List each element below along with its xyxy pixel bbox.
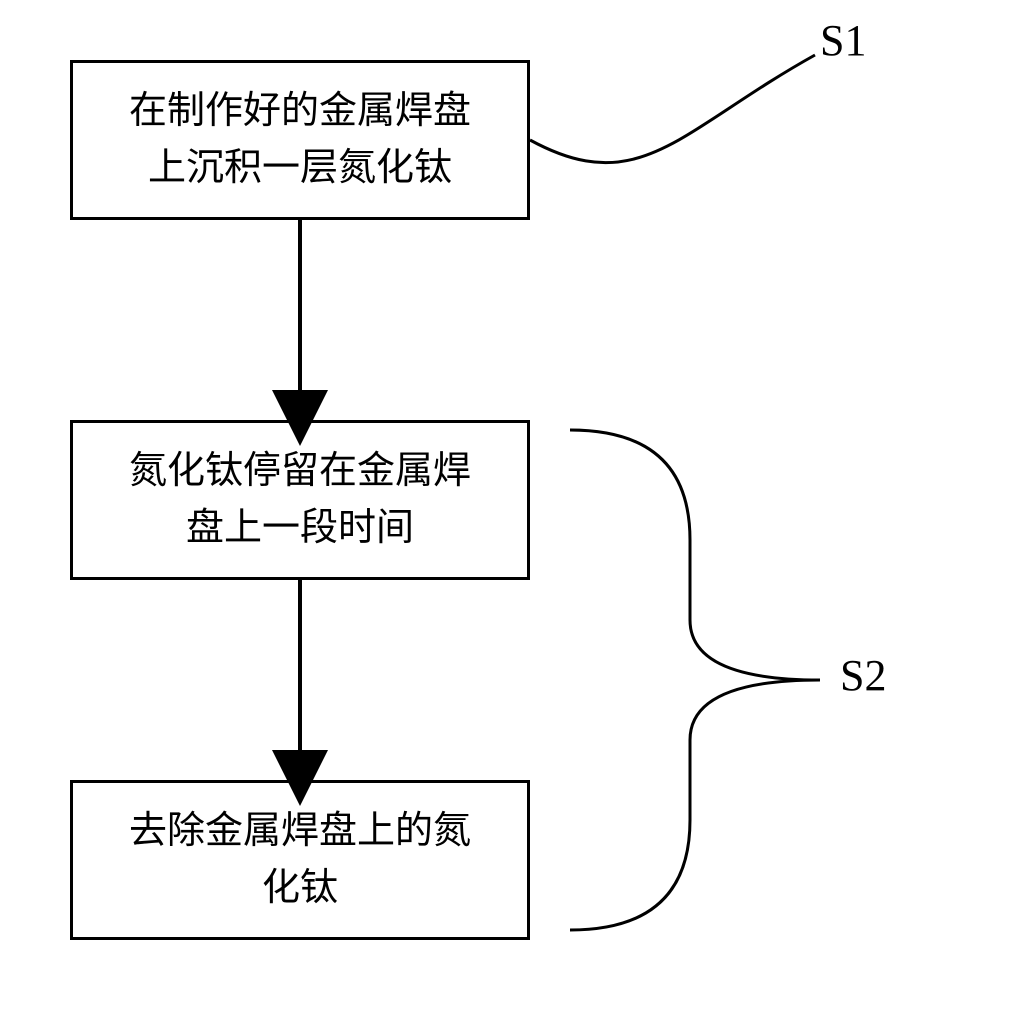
flow-step-1: 在制作好的金属焊盘 上沉积一层氮化钛 [70,60,530,220]
s2-brace [570,430,820,930]
step2-line1: 氮化钛停留在金属焊 [129,450,471,492]
flowchart-canvas: 在制作好的金属焊盘 上沉积一层氮化钛 氮化钛停留在金属焊 盘上一段时间 去除金属… [0,0,1016,1013]
label-s1-text: S1 [820,16,866,65]
label-s2-text: S2 [840,651,886,700]
flow-step-2: 氮化钛停留在金属焊 盘上一段时间 [70,420,530,580]
flow-step-1-text: 在制作好的金属焊盘 上沉积一层氮化钛 [129,83,471,197]
step1-line1: 在制作好的金属焊盘 [129,90,471,132]
flow-step-3: 去除金属焊盘上的氮 化钛 [70,780,530,940]
step1-line2: 上沉积一层氮化钛 [148,147,452,189]
flow-step-2-text: 氮化钛停留在金属焊 盘上一段时间 [129,443,471,557]
s1-connector [530,55,815,163]
label-s1: S1 [820,15,866,66]
step3-line1: 去除金属焊盘上的氮 [129,810,471,852]
label-s2: S2 [840,650,886,701]
step3-line2: 化钛 [262,867,338,909]
step2-line2: 盘上一段时间 [186,507,414,549]
flow-step-3-text: 去除金属焊盘上的氮 化钛 [129,803,471,917]
